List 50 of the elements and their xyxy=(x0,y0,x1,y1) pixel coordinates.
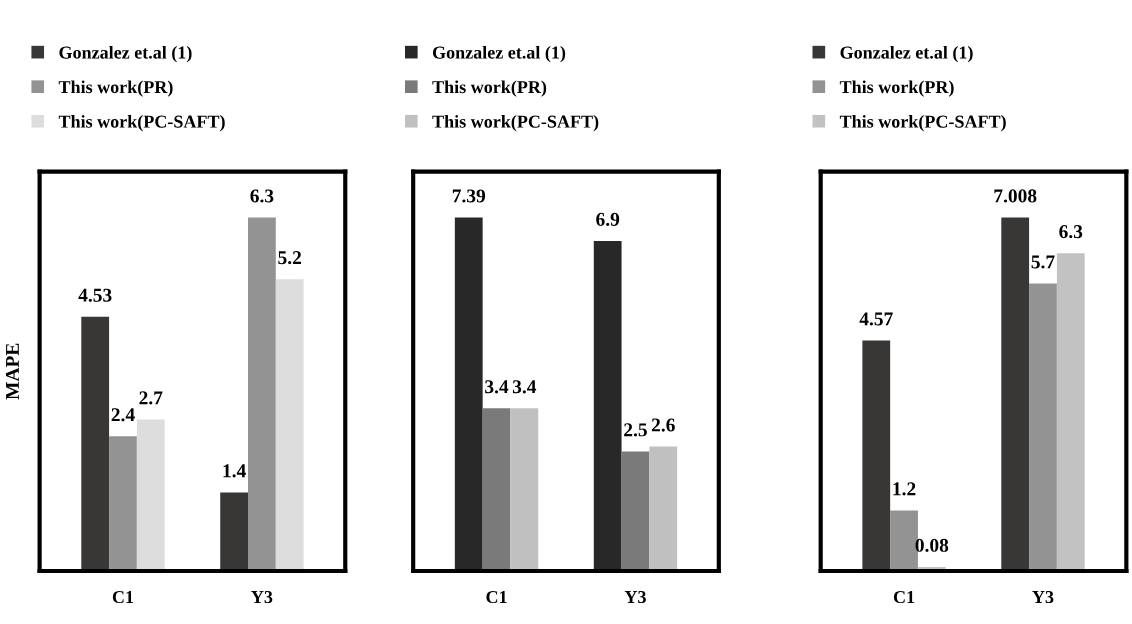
data-label: 3.4 xyxy=(485,380,509,394)
bar xyxy=(1029,283,1057,571)
bar xyxy=(136,419,165,571)
bar xyxy=(275,279,304,571)
x-tick-label: Y3 xyxy=(624,590,646,604)
data-label: 6.3 xyxy=(1059,225,1083,239)
bar xyxy=(454,217,483,571)
x-tick-label: C1 xyxy=(486,590,507,604)
data-label: 5.7 xyxy=(1031,255,1055,269)
data-label: 4.53 xyxy=(78,288,112,302)
x-tick-label: Y3 xyxy=(1032,590,1054,604)
bar xyxy=(649,446,678,571)
bar xyxy=(1001,217,1030,571)
bar xyxy=(1056,253,1085,571)
legend-label: Gonzalez et.al (1) xyxy=(840,45,973,63)
bar xyxy=(621,451,650,571)
bar xyxy=(220,492,249,571)
x-tick-label: C1 xyxy=(112,590,134,604)
data-label: 2.5 xyxy=(624,423,647,437)
data-label: 4.57 xyxy=(859,312,893,326)
legend-label: This work(PC-SAFT) xyxy=(839,115,1006,132)
data-label: 2.6 xyxy=(651,418,675,432)
bar xyxy=(81,316,110,571)
legend-label: This work(PC-SAFT) xyxy=(58,115,225,132)
legend-label: This work(PR) xyxy=(432,80,547,97)
bar xyxy=(510,408,539,571)
bar xyxy=(862,340,891,571)
data-label: 1.2 xyxy=(893,482,916,496)
y-axis-title: MAPE xyxy=(5,343,19,400)
data-label: 0.08 xyxy=(915,538,949,552)
legend-label: Gonzalez et.al (1) xyxy=(432,45,566,63)
legend-label: This work(PC-SAFT) xyxy=(432,115,599,132)
data-label: 2.4 xyxy=(111,408,135,422)
bar xyxy=(109,436,137,571)
bar xyxy=(482,408,511,571)
data-label: 5.2 xyxy=(278,251,302,265)
x-tick-label: C1 xyxy=(893,590,915,604)
x-tick-label: Y3 xyxy=(251,590,273,604)
bar xyxy=(248,217,276,571)
legend-label: This work(PR) xyxy=(839,80,954,97)
data-label: 6.9 xyxy=(596,212,620,226)
data-label: 2.7 xyxy=(139,391,163,405)
bar xyxy=(593,240,622,571)
data-label: 3.4 xyxy=(512,380,537,394)
data-label: 6.3 xyxy=(250,189,274,203)
legend-label: Gonzalez et.al (1) xyxy=(59,45,192,63)
data-label: 7.008 xyxy=(994,189,1037,203)
data-label: 1.4 xyxy=(223,464,246,478)
legend-label: This work(PR) xyxy=(58,80,173,97)
data-label: 7.39 xyxy=(452,189,486,203)
